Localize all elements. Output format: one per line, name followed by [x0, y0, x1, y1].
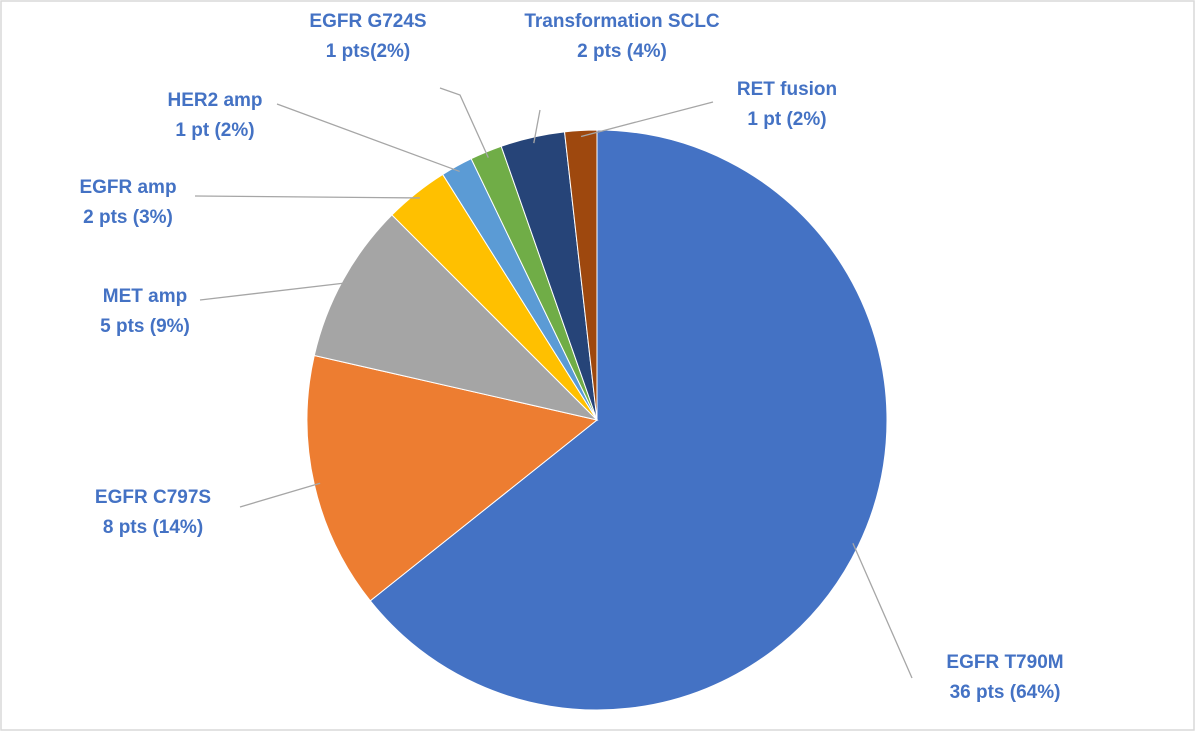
- slice-value-label: 2 pts (4%): [577, 41, 667, 62]
- slice-label: MET amp: [103, 286, 187, 307]
- slice-label: RET fusion: [737, 79, 837, 100]
- leader-line: [852, 542, 913, 679]
- leader-line: [439, 87, 489, 158]
- slice-value-label: 36 pts (64%): [950, 682, 1061, 703]
- leader-line: [199, 281, 349, 301]
- pie-slice: [563, 129, 598, 421]
- slice-label: Transformation SCLC: [524, 11, 720, 32]
- slice-value-label: 1 pt (2%): [747, 109, 826, 130]
- slice-value-label: 5 pts (9%): [100, 316, 190, 337]
- leader-line: [194, 195, 420, 199]
- slice-label: EGFR T790M: [946, 652, 1063, 673]
- slice-value-label: 8 pts (14%): [103, 517, 203, 538]
- slice-label: HER2 amp: [167, 90, 262, 111]
- leader-line: [239, 482, 321, 508]
- slice-label: EGFR amp: [79, 177, 176, 198]
- leader-line: [276, 103, 460, 173]
- slice-label: EGFR G724S: [309, 11, 426, 32]
- pie-slice: [369, 129, 888, 711]
- leader-line: [533, 109, 541, 144]
- slice-value-label: 1 pt (2%): [175, 120, 254, 141]
- pie-slice: [313, 214, 599, 421]
- slice-value-label: 2 pts (3%): [83, 207, 173, 228]
- leader-line: [580, 101, 714, 138]
- slice-label: EGFR C797S: [95, 487, 211, 508]
- slice-value-label: 1 pts(2%): [326, 41, 410, 62]
